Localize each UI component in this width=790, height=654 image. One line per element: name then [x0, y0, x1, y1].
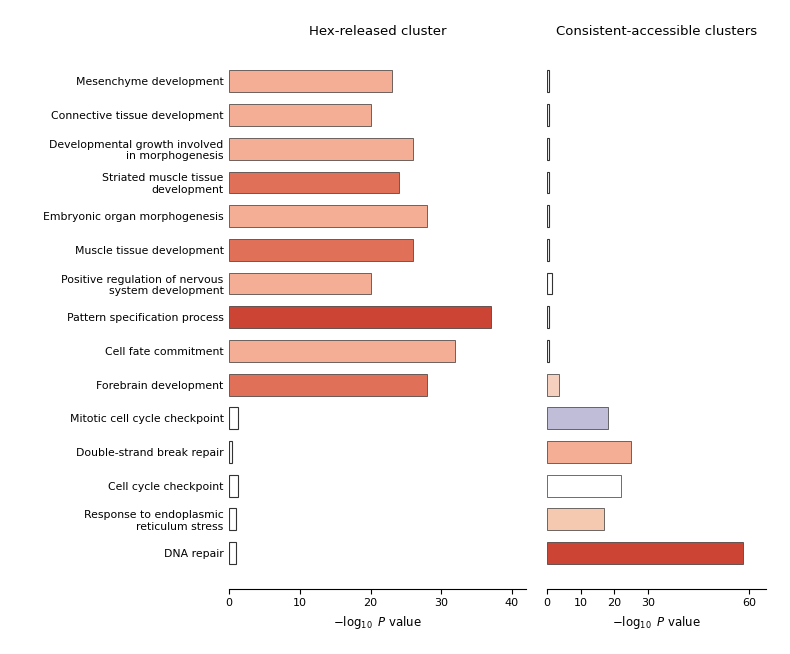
X-axis label: $-\log_{10}\ \mathit{P}$ value: $-\log_{10}\ \mathit{P}$ value [333, 614, 422, 631]
Bar [229, 71, 392, 92]
Bar [547, 475, 621, 496]
Bar [229, 306, 491, 328]
Title: Consistent-accessible clusters: Consistent-accessible clusters [556, 25, 757, 38]
Bar [547, 441, 631, 463]
Bar [229, 407, 238, 429]
Bar [547, 340, 550, 362]
Bar [547, 205, 550, 227]
Bar [547, 373, 559, 396]
Bar [547, 542, 743, 564]
X-axis label: $-\log_{10}\ \mathit{P}$ value: $-\log_{10}\ \mathit{P}$ value [612, 614, 701, 631]
Bar [547, 306, 550, 328]
Bar [229, 508, 236, 530]
Bar [547, 239, 550, 261]
Bar [229, 171, 399, 194]
Bar [547, 104, 550, 126]
Bar [229, 104, 371, 126]
Bar [229, 138, 413, 160]
Bar [547, 71, 550, 92]
Bar [229, 441, 232, 463]
Bar [229, 340, 455, 362]
Bar [229, 542, 236, 564]
Bar [547, 171, 550, 194]
Bar [547, 273, 552, 294]
Bar [547, 138, 550, 160]
Bar [229, 239, 413, 261]
Title: Hex-released cluster: Hex-released cluster [309, 25, 446, 38]
Bar [229, 475, 238, 496]
Bar [229, 373, 427, 396]
Bar [547, 407, 608, 429]
Bar [547, 508, 604, 530]
Bar [229, 205, 427, 227]
Bar [229, 273, 371, 294]
